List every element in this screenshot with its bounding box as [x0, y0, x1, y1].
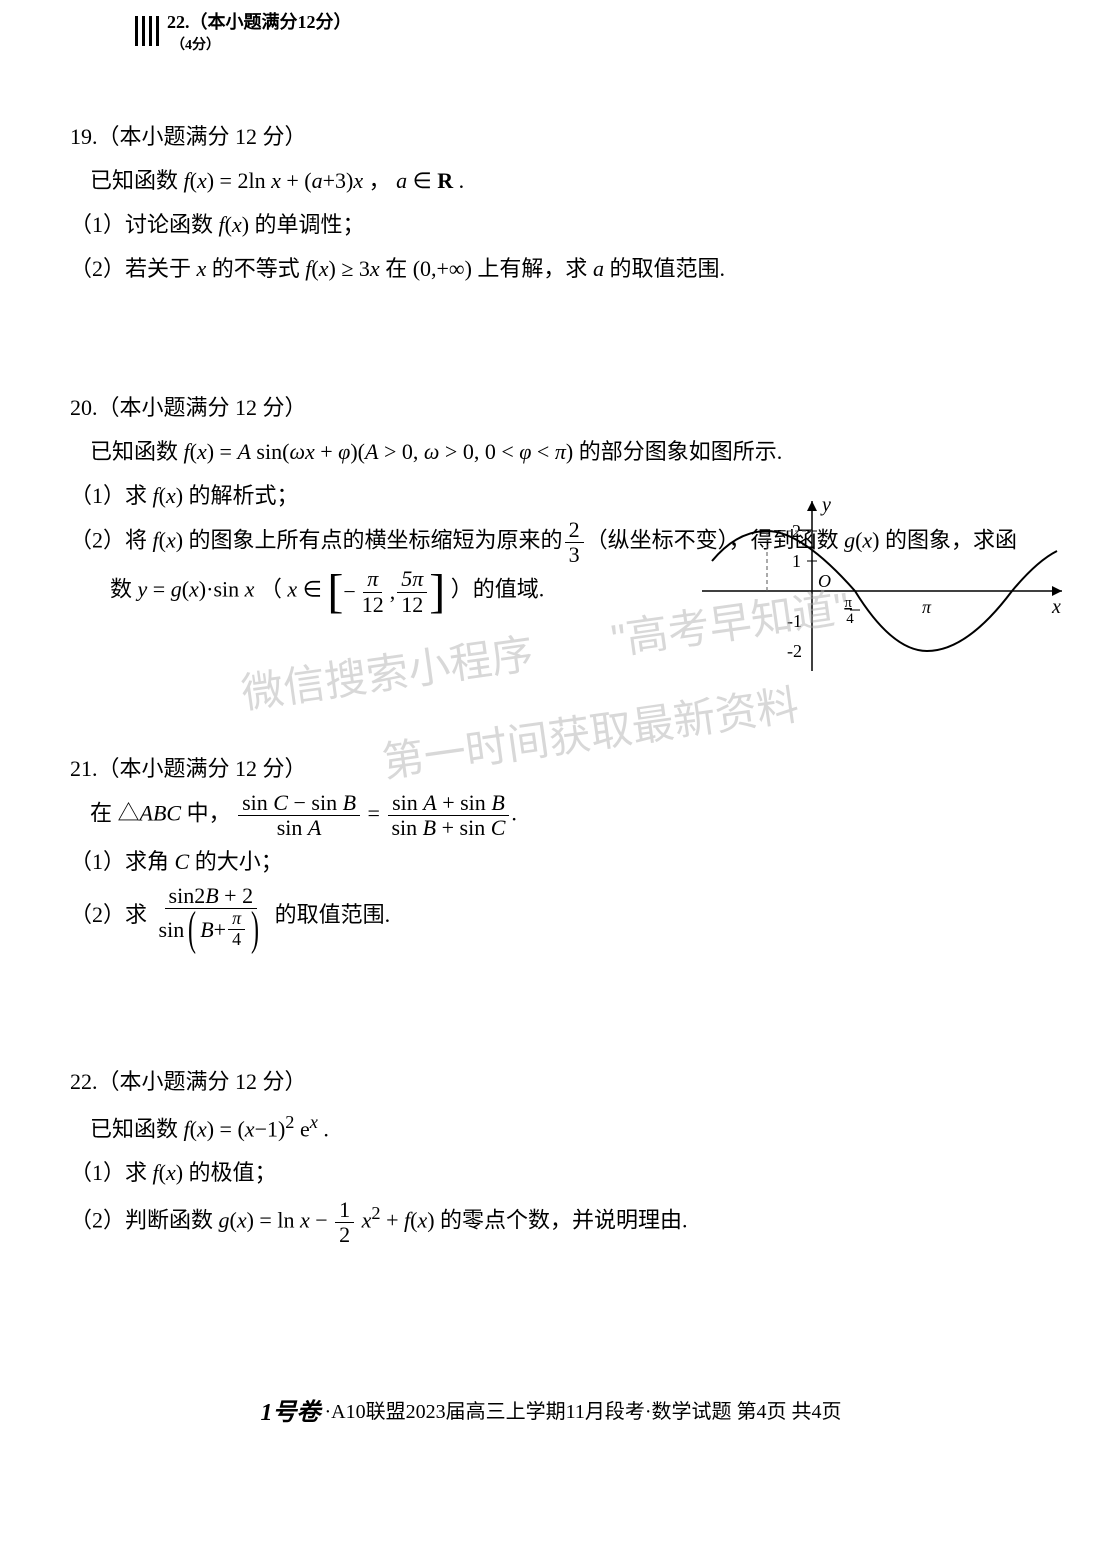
page-footer: 1号卷 ·A10联盟2023届高三上学期11月段考·数学试题 第4页 共4页 — [0, 1392, 1102, 1427]
q19-intro: 已知函数 f(x) = 2ln x + (a+3)x ， a ∈ R . — [90, 159, 1032, 203]
q19-part1: （1）讨论函数 f(x) 的单调性； — [70, 203, 1032, 247]
question-19: 19.（本小题满分 12 分） 已知函数 f(x) = 2ln x + (a+3… — [70, 115, 1032, 291]
q22-part1: （1）求 f(x) 的极值； — [70, 1151, 1032, 1195]
sine-graph: 2 1 -1 -2 O π 4 π — [692, 491, 1072, 691]
q22-title: 22.（本小题满分 12 分） — [70, 1060, 1032, 1104]
q21-eq: = — [368, 800, 380, 825]
svg-text:π 4: π 4 — [844, 595, 855, 627]
svg-text:x: x — [1051, 596, 1061, 618]
q22-intro: 已知函数 f(x) = (x−1)2 ex . — [90, 1104, 1032, 1151]
svg-text:-1: -1 — [787, 611, 802, 631]
q22-frac-num: 1 — [335, 1198, 354, 1223]
svg-text:O: O — [818, 571, 831, 591]
q21-title: 21.（本小题满分 12 分） — [70, 747, 1032, 791]
question-20: 20.（本小题满分 12 分） 已知函数 f(x) = A sin(ωx + φ… — [70, 386, 1032, 617]
header-title: 22.（本小题满分12分） — [167, 8, 352, 34]
q19-title: 19.（本小题满分 12 分） — [70, 115, 1032, 159]
q21-inner-num: π — [228, 909, 245, 930]
question-22: 22.（本小题满分 12 分） 已知函数 f(x) = (x−1)2 ex . … — [70, 1060, 1032, 1247]
q20-range-pos-den: 12 — [397, 593, 427, 617]
watermark-1: 微信搜索小程序 — [237, 620, 537, 721]
q20-range-neg-den: 12 — [358, 593, 388, 617]
barcode-bars — [135, 16, 159, 46]
q20-intro: 已知函数 f(x) = A sin(ωx + φ)(A > 0, ω > 0, … — [90, 430, 1032, 474]
svg-text:y: y — [820, 494, 831, 516]
q20-title: 20.（本小题满分 12 分） — [70, 386, 1032, 430]
exam-page: 22.（本小题满分12分） （4分） 19.（本小题满分 12 分） 已知函数 … — [0, 0, 1102, 1287]
header-subtitle: （4分） — [171, 34, 352, 54]
question-21: 21.（本小题满分 12 分） 在 △ABC 中， sin C − sin B … — [70, 747, 1032, 950]
header-fragment: 22.（本小题满分12分） （4分） — [135, 8, 352, 54]
q20-range-pos-num: 5π — [397, 567, 427, 592]
q20-frac-den: 3 — [565, 543, 584, 567]
q20-range-neg-num: π — [363, 567, 382, 592]
svg-text:1: 1 — [792, 551, 801, 571]
q20-chart: 2 1 -1 -2 O π 4 π — [692, 491, 1072, 691]
q21-inner-den: 4 — [228, 930, 245, 950]
q21-part1: （1）求角 C 的大小； — [70, 840, 1032, 884]
footer-text: ·A10联盟2023届高三上学期11月段考·数学试题 第4页 共4页 — [324, 1395, 841, 1424]
q19-part2: （2）若关于 x 的不等式 f(x) ≥ 3x 在 (0,+∞) 上有解，求 a… — [70, 247, 1032, 291]
q20-frac-num: 2 — [565, 518, 584, 543]
q21-part2: （2）求 sin2B + 2 sin(B + π4) 的取值范围. — [70, 884, 1032, 950]
q22-frac-den: 2 — [335, 1223, 354, 1247]
q22-part2: （2）判断函数 g(x) = ln x − 12 x2 + f(x) 的零点个数… — [70, 1195, 1032, 1247]
svg-text:-2: -2 — [787, 641, 802, 661]
footer-mark: 1号卷 — [260, 1392, 320, 1427]
svg-text:π: π — [922, 597, 932, 617]
q21-intro: 在 △ABC 中， sin C − sin B sin A = sin A + … — [90, 791, 1032, 840]
